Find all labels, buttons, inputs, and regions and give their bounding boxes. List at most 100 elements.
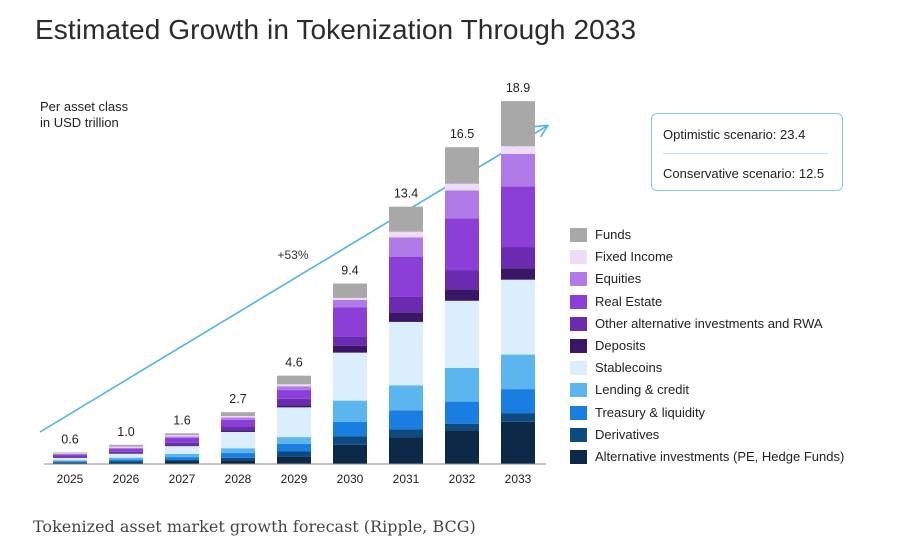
bar-segment-2031-1 — [389, 437, 423, 464]
bar-segment-2031-10 — [389, 231, 423, 238]
x-tick-label-2031: 2031 — [393, 472, 420, 486]
scenario-divider — [663, 153, 828, 154]
bar-segment-2032-1 — [445, 430, 479, 464]
bars-group — [53, 101, 535, 464]
bar-segment-2033-8 — [501, 186, 535, 248]
bar-segment-2031-6 — [389, 312, 423, 322]
bar-segment-2033-6 — [501, 268, 535, 280]
bar-segment-2026-2 — [109, 461, 143, 463]
bar-segment-2028-7 — [221, 426, 255, 431]
bar-segment-2027-7 — [165, 442, 199, 446]
total-label-2032: 16.5 — [450, 127, 474, 141]
unit-label: Per asset class in USD trillion — [40, 99, 128, 131]
bar-segment-2030-10 — [333, 297, 367, 300]
bar-segment-2031-11 — [389, 206, 423, 232]
bar-segment-2031-4 — [389, 385, 423, 411]
legend-swatch — [570, 272, 587, 287]
conservative-scenario: Conservative scenario: 12.5 — [663, 166, 825, 181]
legend-swatch — [570, 316, 587, 331]
bar-segment-2032-10 — [445, 183, 479, 191]
bar-segment-2029-8 — [277, 390, 311, 399]
total-labels: 0.6 1.0 1.6 2.7 4.6 9.4 13.4 16.5 18.9 — [61, 81, 530, 446]
total-label-2031: 13.4 — [394, 187, 418, 201]
bar-segment-2027-9 — [165, 436, 199, 438]
bar-segment-2030-8 — [333, 307, 367, 337]
bar-segment-2032-6 — [445, 289, 479, 301]
bar-segment-2032-11 — [445, 147, 479, 184]
bar-segment-2028-2 — [221, 457, 255, 461]
bar-segment-2030-5 — [333, 352, 367, 401]
legend-swatch — [570, 383, 587, 398]
chart-title: Estimated Growth in Tokenization Through… — [35, 14, 637, 45]
bar-segment-2025-2 — [53, 462, 87, 464]
bar-segment-2027-6 — [165, 445, 199, 447]
bar-segment-2031-2 — [389, 429, 423, 438]
bar-segment-2030-7 — [333, 336, 367, 346]
bar-segment-2030-1 — [333, 444, 367, 464]
x-tick-label-2026: 2026 — [113, 472, 140, 486]
bar-segment-2027-10 — [165, 435, 199, 437]
bar-segment-2033-11 — [501, 101, 535, 147]
bar-segment-2025-8 — [53, 454, 87, 457]
x-tick-label-2032: 2032 — [449, 472, 476, 486]
bar-segment-2025-11 — [53, 452, 87, 454]
bar-segment-2027-8 — [165, 437, 199, 443]
optimistic-scenario: Optimistic scenario: 23.4 — [663, 127, 806, 142]
bar-segment-2025-5 — [53, 457, 87, 461]
legend-swatch — [570, 450, 587, 464]
bar-segment-2026-8 — [109, 448, 143, 452]
bar-segment-2030-3 — [333, 421, 367, 437]
bar-segment-2030-2 — [333, 436, 367, 445]
bar-segment-2031-3 — [389, 410, 423, 430]
legend-label: Treasury & liquidity — [595, 404, 706, 420]
bar-segment-2031-7 — [389, 296, 423, 313]
bar-segment-2028-9 — [221, 417, 255, 420]
bar-segment-2030-9 — [333, 299, 367, 308]
bar-segment-2028-1 — [221, 460, 255, 464]
bar-segment-2029-6 — [277, 405, 311, 408]
bar-segment-2028-3 — [221, 453, 255, 458]
growth-annotation: +53% — [277, 248, 308, 262]
bar-segment-2029-2 — [277, 451, 311, 457]
bar-segment-2026-4 — [109, 457, 143, 460]
bar-segment-2029-10 — [277, 384, 311, 387]
x-tick-label-2030: 2030 — [337, 472, 364, 486]
legend-label: Deposits — [595, 338, 646, 353]
bar-segment-2025-7 — [53, 456, 87, 458]
unit-label-line-1: Per asset class — [40, 99, 129, 114]
bar-segment-2026-5 — [109, 453, 143, 458]
bar-segment-2033-7 — [501, 247, 535, 269]
total-label-2028: 2.7 — [229, 392, 246, 406]
bar-segment-2032-2 — [445, 423, 479, 431]
legend-label: Equities — [595, 271, 642, 287]
bar-segment-2027-1 — [165, 461, 199, 464]
legend-swatch — [570, 250, 587, 265]
legend-label: Stablecoins — [595, 360, 663, 376]
legend-label: Derivatives — [595, 426, 660, 442]
bar-segment-2033-1 — [501, 421, 535, 464]
bar-segment-2030-11 — [333, 283, 367, 298]
total-label-2033: 18.9 — [506, 81, 530, 95]
legend-swatch — [570, 405, 587, 420]
bar-segment-2033-4 — [501, 354, 535, 390]
bar-segment-2028-6 — [221, 430, 255, 432]
bar-segment-2027-4 — [165, 453, 199, 458]
total-label-2029: 4.6 — [285, 356, 302, 370]
bar-segment-2030-6 — [333, 345, 367, 353]
bar-segment-2029-5 — [277, 407, 311, 438]
legend-swatch — [570, 339, 587, 353]
bar-segment-2029-7 — [277, 398, 311, 406]
bar-segment-2032-8 — [445, 218, 479, 271]
x-tick-label-2029: 2029 — [281, 472, 308, 486]
legend-label: Real Estate — [595, 293, 663, 309]
bar-segment-2025-3 — [53, 461, 87, 463]
bar-segment-2031-9 — [389, 237, 423, 257]
bar-segment-2029-11 — [277, 375, 311, 385]
legend-label: Funds — [595, 227, 632, 242]
bar-segment-2025-10 — [53, 453, 87, 455]
bar-segment-2027-5 — [165, 446, 199, 454]
bar-segment-2027-2 — [165, 459, 199, 462]
bar-segment-2028-5 — [221, 431, 255, 449]
bar-segment-2033-2 — [501, 413, 535, 422]
bar-segment-2029-9 — [277, 386, 311, 391]
